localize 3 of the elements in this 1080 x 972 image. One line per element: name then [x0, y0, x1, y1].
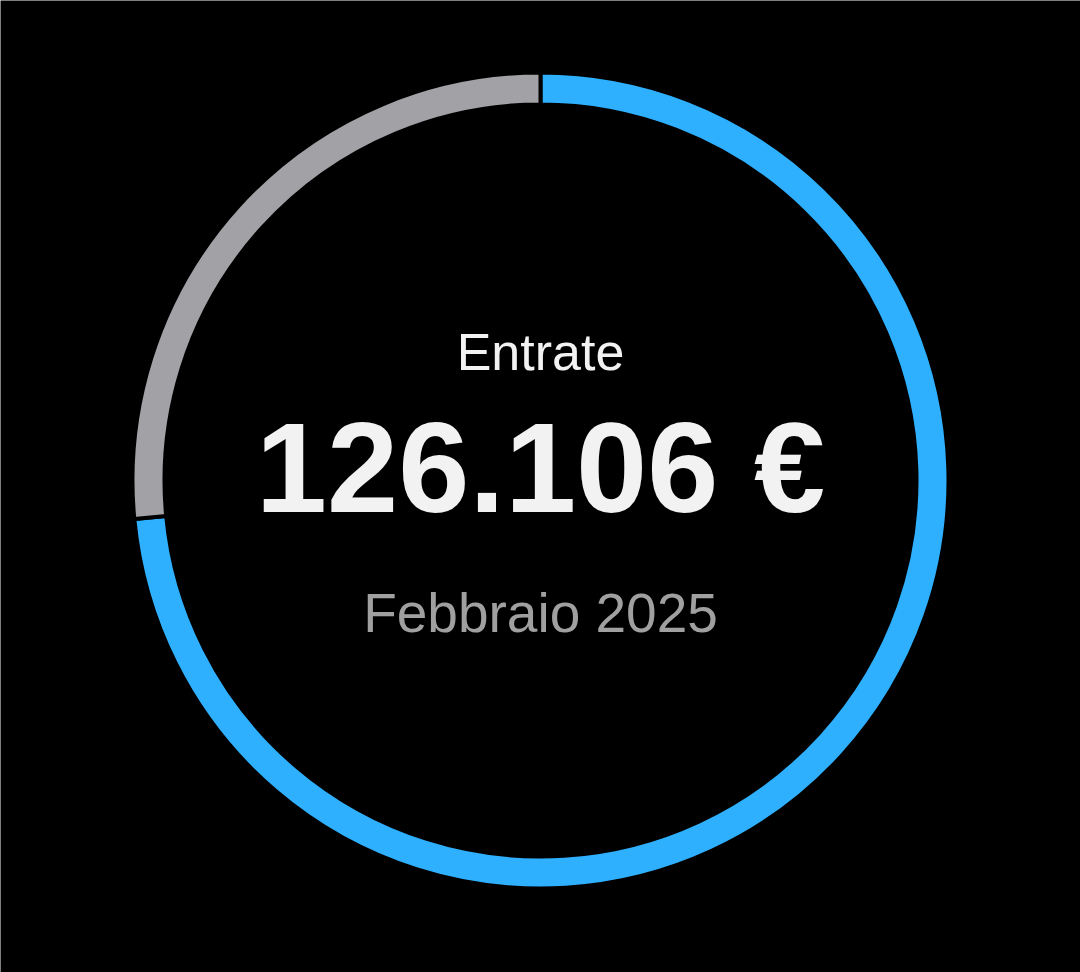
text: Febbraio 2025: [363, 581, 718, 644]
text: Entrate: [456, 322, 625, 381]
text: 126.106 €: [255, 396, 826, 539]
